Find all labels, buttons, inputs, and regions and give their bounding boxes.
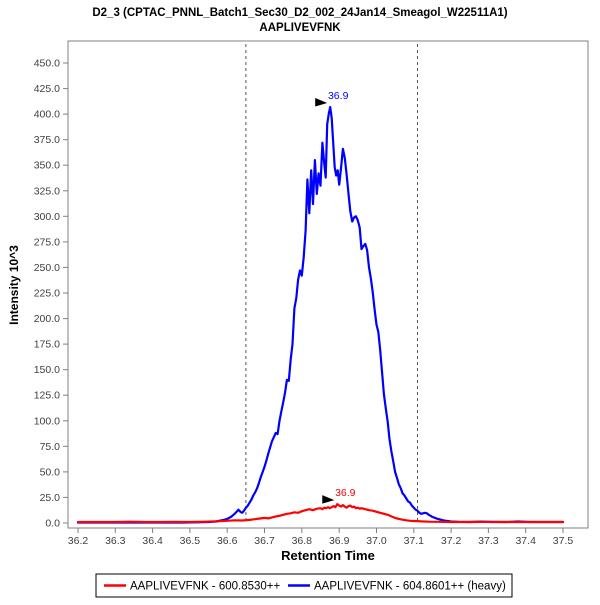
y-tick-label: 350.0 [34,160,60,172]
x-tick-label: 37.4 [515,535,536,547]
y-tick-label: 450.0 [34,58,60,70]
x-axis-title: Retention Time [281,548,375,563]
x-tick-label: 36.3 [105,535,126,547]
y-tick-label: 425.0 [34,83,60,95]
x-tick-label: 37.5 [553,535,574,547]
chromatogram-trace[interactable] [76,105,565,524]
x-axis-ticks: 36.2 36.3 36.4 36.5 36.6 36.7 36.8 36.9 37.0 37.1… [68,528,574,547]
peak-integration-boundaries [245,44,418,523]
y-tick-label: 300.0 [34,211,60,223]
peak-apex-label: 36.9 [335,487,356,499]
y-tick-label: 400.0 [34,109,60,121]
y-tick-label: 325.0 [34,185,60,197]
x-tick-label: 36.4 [142,535,163,547]
y-tick-label: 125.0 [34,390,60,402]
y-tick-label: 225.0 [34,288,60,300]
chromatogram-trace[interactable] [76,503,565,524]
x-tick-label: 36.6 [217,535,238,547]
x-tick-label: 36.2 [68,535,89,547]
x-tick-label: 36.7 [254,535,275,547]
x-tick-label: 36.9 [329,535,350,547]
legend-label-light: AAPLIVEVFNK - 600.8530++ [130,581,281,593]
y-tick-label: 100.0 [34,415,60,427]
y-tick-label: 175.0 [34,339,60,351]
x-tick-label: 37.0 [366,535,387,547]
y-tick-label: 275.0 [34,236,60,248]
peak-annotations: 36.9 36.9 [315,90,356,504]
y-tick-label: 375.0 [34,134,60,146]
y-axis-title: Intensity 10^3 [7,245,21,325]
peak-apex-arrow-icon [315,97,328,107]
series-lines [76,105,565,524]
x-tick-label: 36.5 [180,535,201,547]
chart-title: D2_3 (CPTAC_PNNL_Batch1_Sec30_D2_002_24J… [92,7,507,19]
x-tick-label: 37.3 [478,535,499,547]
y-tick-label: 250.0 [34,262,60,274]
y-tick-label: 0.0 [45,518,60,530]
y-axis-ticks: 0.0 25.0 50.0 75.0 100.0 125.0 150.0 175.0 200.0… [34,58,68,530]
x-tick-label: 37.2 [441,535,462,547]
legend-label-heavy: AAPLIVEVFNK - 604.8601++ (heavy) [314,581,506,593]
legend: AAPLIVEVFNK - 600.8530++ AAPLIVEVFNK - 6… [95,573,513,598]
chart-subtitle: AAPLIVEVFNK [259,22,341,34]
y-tick-label: 50.0 [40,466,61,478]
y-tick-label: 75.0 [40,441,61,453]
y-tick-label: 25.0 [40,492,61,504]
y-tick-label: 200.0 [34,313,60,325]
x-tick-label: 36.8 [292,535,313,547]
peak-apex-label: 36.9 [328,90,349,102]
peak-apex-arrow-icon [322,495,335,504]
y-tick-label: 150.0 [34,364,60,376]
x-tick-label: 37.1 [404,535,425,547]
